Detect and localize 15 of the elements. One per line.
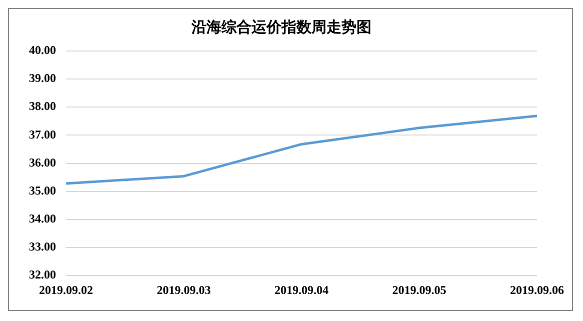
y-tick-label: 33.00 bbox=[29, 240, 56, 254]
x-tick-label: 2019.09.05 bbox=[392, 282, 446, 297]
y-tick-label: 32.00 bbox=[29, 268, 56, 282]
x-tick-label: 2019.09.02 bbox=[39, 282, 93, 297]
x-tick-label: 2019.09.03 bbox=[156, 282, 211, 297]
x-tick-label: 2019.09.06 bbox=[510, 282, 564, 297]
y-tick-label: 35.00 bbox=[29, 183, 56, 198]
x-tick-label: 2019.09.04 bbox=[274, 282, 328, 297]
y-tick-label: 36.00 bbox=[29, 155, 56, 170]
y-tick-label: 38.00 bbox=[29, 99, 56, 114]
y-tick-label: 39.00 bbox=[29, 71, 56, 86]
y-tick-label: 40.00 bbox=[29, 43, 56, 58]
y-tick-label: 37.00 bbox=[29, 127, 56, 142]
chart-title: 沿海综合运价指数周走势图 bbox=[190, 18, 372, 36]
y-tick-label: 34.00 bbox=[29, 212, 56, 226]
